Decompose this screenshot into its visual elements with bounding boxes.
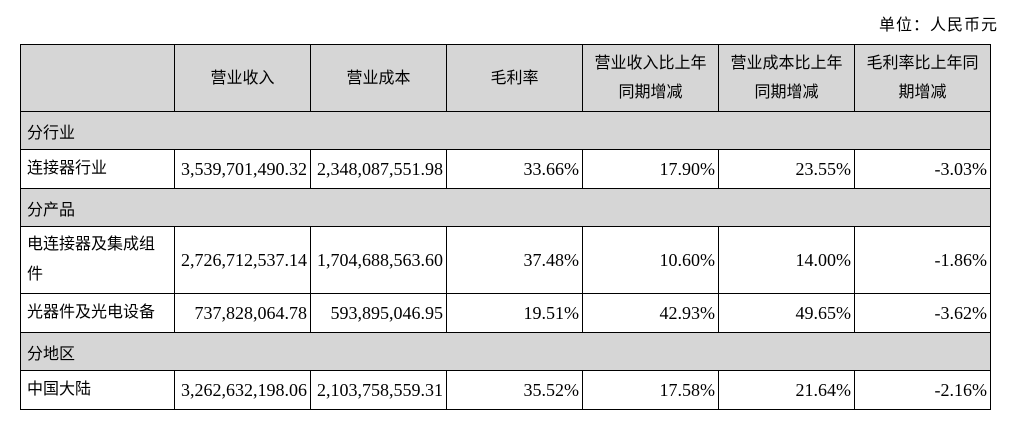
table-body: 分行业 连接器行业 3,539,701,490.32 2,348,087,551.98… xyxy=(20,111,991,410)
col-header-cost-yoy: 营业成本比上年同期增减 xyxy=(718,44,855,112)
gross-margin-cell: 35.52% xyxy=(446,370,583,410)
revenue-yoy-cell: 17.58% xyxy=(582,370,719,410)
cost-cell: 1,704,688,563.60 xyxy=(310,226,447,294)
col-header-category xyxy=(20,44,175,112)
section-row: 分地区 xyxy=(20,332,991,371)
margin-yoy-cell: -2.16% xyxy=(854,370,991,410)
col-header-revenue: 营业收入 xyxy=(174,44,311,112)
cost-cell: 2,103,758,559.31 xyxy=(310,370,447,410)
data-row: 电连接器及集成组件 2,726,712,537.14 1,704,688,563.6… xyxy=(20,226,991,294)
revenue-cell: 737,828,064.78 xyxy=(174,293,311,333)
gross-margin-cell: 37.48% xyxy=(446,226,583,294)
header-row: 营业收入 营业成本 毛利率 营业收入比上年同期增减 营业成本比上年同期增减 毛利… xyxy=(20,44,991,112)
margin-yoy-cell: -3.03% xyxy=(854,149,991,189)
section-label: 分行业 xyxy=(20,111,991,150)
cost-yoy-cell: 49.65% xyxy=(718,293,855,333)
data-row: 连接器行业 3,539,701,490.32 2,348,087,551.98 33.… xyxy=(20,149,991,189)
section-label: 分地区 xyxy=(20,332,991,371)
cost-yoy-cell: 21.64% xyxy=(718,370,855,410)
section-row: 分行业 xyxy=(20,111,991,150)
margin-yoy-cell: -1.86% xyxy=(854,226,991,294)
revenue-cell: 3,262,632,198.06 xyxy=(174,370,311,410)
cost-cell: 2,348,087,551.98 xyxy=(310,149,447,189)
revenue-cell: 3,539,701,490.32 xyxy=(174,149,311,189)
row-label-cell: 中国大陆 xyxy=(20,370,175,410)
col-header-margin-yoy: 毛利率比上年同期增减 xyxy=(854,44,991,112)
revenue-yoy-cell: 10.60% xyxy=(582,226,719,294)
row-label-cell: 连接器行业 xyxy=(20,149,175,189)
row-label-cell: 光器件及光电设备 xyxy=(20,293,175,333)
section-label: 分产品 xyxy=(20,188,991,227)
col-header-revenue-yoy: 营业收入比上年同期增减 xyxy=(582,44,719,112)
cost-yoy-cell: 23.55% xyxy=(718,149,855,189)
cost-cell: 593,895,046.95 xyxy=(310,293,447,333)
col-header-cost: 营业成本 xyxy=(310,44,447,112)
unit-label: 单位：人民币元 xyxy=(878,17,998,34)
table-header: 营业收入 营业成本 毛利率 营业收入比上年同期增减 营业成本比上年同期增减 毛利… xyxy=(20,44,991,112)
gross-margin-cell: 19.51% xyxy=(446,293,583,333)
data-row: 中国大陆 3,262,632,198.06 2,103,758,559.31 35.5… xyxy=(20,370,991,410)
revenue-yoy-cell: 17.90% xyxy=(582,149,719,189)
segment-report-table: 营业收入 营业成本 毛利率 营业收入比上年同期增减 营业成本比上年同期增减 毛利… xyxy=(20,44,991,410)
margin-yoy-cell: -3.62% xyxy=(854,293,991,333)
data-row: 光器件及光电设备 737,828,064.78 593,895,046.95 19.5… xyxy=(20,293,991,333)
gross-margin-cell: 33.66% xyxy=(446,149,583,189)
col-header-gross-margin: 毛利率 xyxy=(446,44,583,112)
revenue-yoy-cell: 42.93% xyxy=(582,293,719,333)
cost-yoy-cell: 14.00% xyxy=(718,226,855,294)
revenue-cell: 2,726,712,537.14 xyxy=(174,226,311,294)
section-row: 分产品 xyxy=(20,188,991,227)
row-label-cell: 电连接器及集成组件 xyxy=(20,226,175,294)
